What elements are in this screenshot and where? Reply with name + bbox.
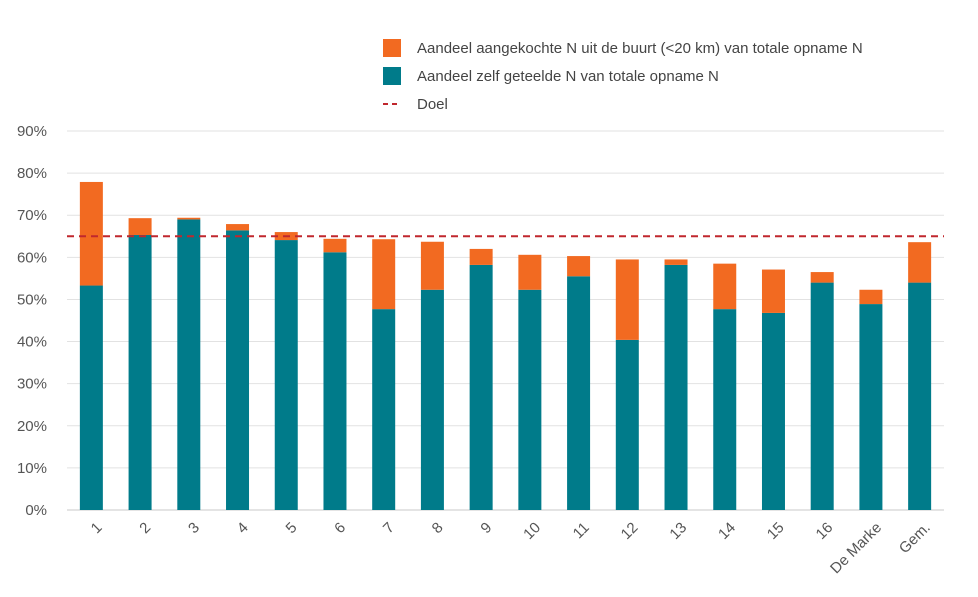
bar-segment-purchased: [372, 239, 396, 310]
legend: Aandeel aangekochte N uit de buurt (<20 …: [383, 39, 863, 113]
bar-segment-purchased: [713, 263, 737, 310]
x-tick-label: 10: [520, 519, 544, 543]
bar-segment-own: [79, 285, 103, 510]
y-axis: 0% 10% 20% 30% 40% 50% 60% 70% 80% 90%: [17, 123, 47, 519]
y-tick-label: 40%: [17, 334, 47, 351]
x-tick-label: 1: [88, 519, 106, 537]
x-tick-label: 14: [715, 519, 739, 543]
legend-swatch: [383, 67, 401, 85]
x-tick-label: 4: [234, 519, 252, 537]
bar-segment-own: [128, 235, 152, 510]
bar-segment-own: [372, 309, 396, 510]
y-tick-label: 10%: [17, 460, 47, 477]
x-tick-label: 9: [477, 519, 495, 537]
x-tick-label: 2: [136, 519, 154, 537]
bar-segment-own: [177, 219, 201, 510]
bar-segment-purchased: [810, 272, 834, 283]
x-tick-label: 3: [185, 519, 203, 537]
bar-segment-own: [664, 264, 688, 510]
bar-segment-purchased: [518, 254, 542, 290]
x-tick-label: Gem.: [896, 519, 934, 557]
bar-segment-purchased: [469, 248, 493, 265]
x-tick-label: 16: [813, 519, 837, 543]
bar-segment-own: [567, 276, 591, 510]
bar-segment-own: [810, 282, 834, 510]
bar-segment-own: [420, 289, 444, 510]
bar-segment-own: [469, 264, 493, 510]
bar-segment-purchased: [567, 256, 591, 277]
bar-segment-own: [908, 282, 932, 510]
y-tick-label: 20%: [17, 418, 47, 435]
y-tick-label: 50%: [17, 291, 47, 308]
bar-segment-purchased: [664, 259, 688, 265]
bar-segment-own: [274, 240, 298, 510]
bar-segment-own: [615, 339, 639, 510]
y-tick-label: 70%: [17, 207, 47, 224]
x-tick-label: 13: [666, 519, 690, 543]
x-tick-label: 6: [331, 519, 349, 537]
x-tick-label: 11: [570, 519, 593, 542]
bar-segment-purchased: [420, 241, 444, 290]
bar-segment-own: [859, 304, 883, 510]
bar-segment-purchased: [859, 289, 883, 305]
y-tick-label: 60%: [17, 249, 47, 266]
bar-segment-purchased: [908, 242, 932, 283]
bar-segment-purchased: [177, 217, 201, 220]
bar-segment-purchased: [323, 238, 347, 253]
bars: [79, 181, 932, 511]
bar-segment-purchased: [226, 224, 250, 231]
x-tick-label: 15: [764, 519, 788, 543]
bar-segment-own: [323, 252, 347, 510]
bar-segment-purchased: [761, 269, 785, 313]
bar-segment-purchased: [615, 259, 639, 340]
bar-segment-own: [713, 309, 737, 510]
y-tick-label: 80%: [17, 165, 47, 182]
bar-segment-own: [518, 289, 542, 510]
x-tick-label: 5: [283, 519, 301, 537]
x-tick-label: 8: [429, 519, 447, 537]
gridlines: [67, 130, 944, 511]
legend-label: Aandeel zelf geteelde N van totale opnam…: [417, 68, 719, 85]
legend-swatch: [383, 39, 401, 57]
legend-label: Doel: [417, 96, 448, 113]
bar-segment-own: [226, 230, 250, 511]
bar-segment-purchased: [128, 218, 152, 236]
x-tick-label: De Marke: [827, 519, 885, 577]
bar-segment-own: [761, 312, 785, 510]
x-tick-label: 7: [380, 519, 398, 537]
y-tick-label: 30%: [17, 376, 47, 393]
y-tick-label: 0%: [25, 502, 47, 519]
x-tick-label: 12: [618, 519, 642, 543]
legend-label: Aandeel aangekochte N uit de buurt (<20 …: [417, 40, 863, 57]
bar-segment-purchased: [79, 181, 103, 286]
y-tick-label: 90%: [17, 123, 47, 140]
